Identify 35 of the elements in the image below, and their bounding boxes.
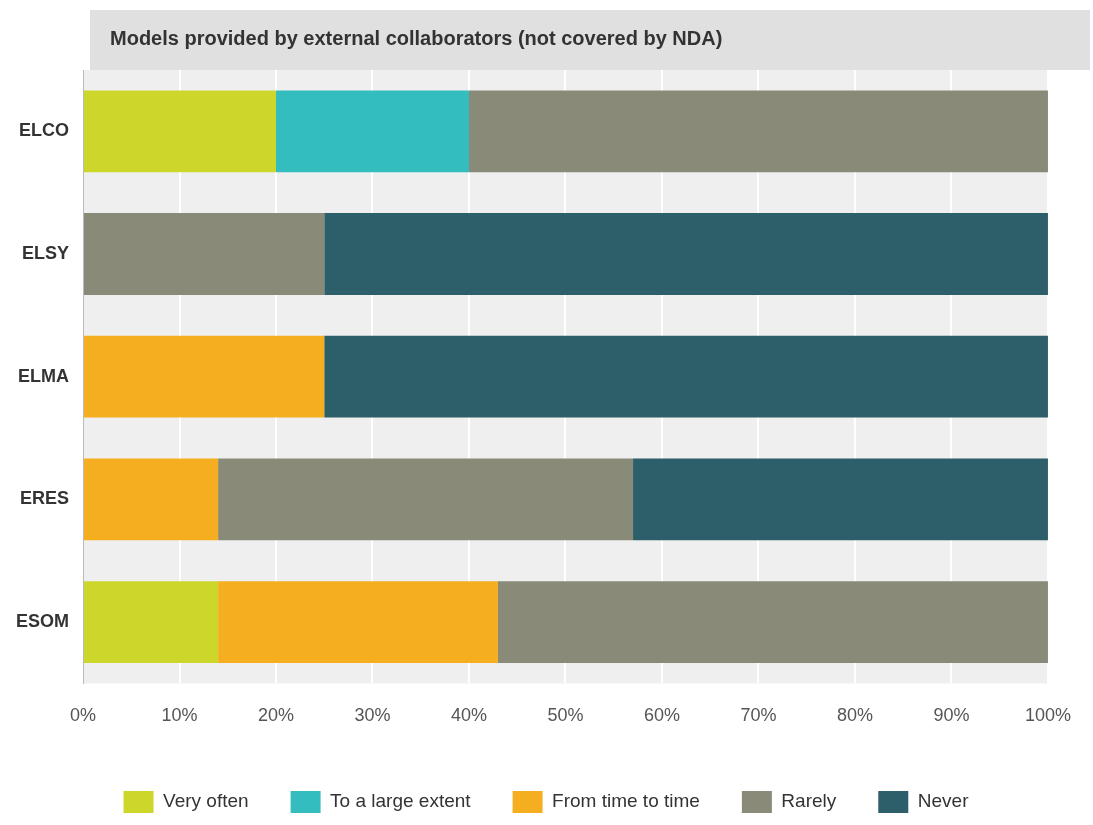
bar	[84, 581, 219, 663]
legend-label: To a large extent	[330, 790, 472, 812]
bar	[84, 90, 276, 173]
x-tick-label: 10%	[161, 705, 198, 726]
y-tick-label: ELSY	[21, 242, 70, 263]
legend-label: Rarely	[781, 790, 837, 812]
bar	[469, 90, 1048, 173]
x-tick-label: 100%	[1024, 705, 1071, 726]
x-tick-label: 80%	[836, 705, 873, 726]
y-tick-label: ERES	[19, 488, 70, 509]
bar	[324, 335, 1048, 418]
x-tick-label: 90%	[933, 705, 970, 726]
bar	[84, 213, 325, 295]
chart-title: Models provided by external collaborators (not covered by NDA)	[90, 10, 1090, 70]
legend-label: From time to time	[552, 790, 700, 812]
bar	[633, 458, 1048, 541]
bar	[84, 458, 219, 541]
x-tick-label: 60%	[643, 705, 681, 726]
x-tick-label: 20%	[257, 705, 295, 726]
bar	[218, 581, 498, 663]
x-tick-label: 50%	[547, 705, 584, 726]
y-tick-label: ESOM	[15, 611, 70, 632]
y-tick-label: ELMA	[18, 365, 70, 386]
x-tick-label: 40%	[450, 705, 488, 726]
x-tick-label: 0%	[70, 705, 97, 726]
bar	[497, 581, 1048, 663]
y-tick-label: ELCO	[18, 120, 70, 141]
legend-label: Never	[917, 790, 970, 812]
x-tick-label: 70%	[740, 705, 777, 726]
legend-label: Very often	[163, 790, 249, 812]
bar	[276, 90, 469, 173]
bar	[218, 458, 634, 541]
x-tick-label: 30%	[354, 705, 391, 726]
bar	[84, 335, 325, 418]
bar	[324, 213, 1048, 295]
